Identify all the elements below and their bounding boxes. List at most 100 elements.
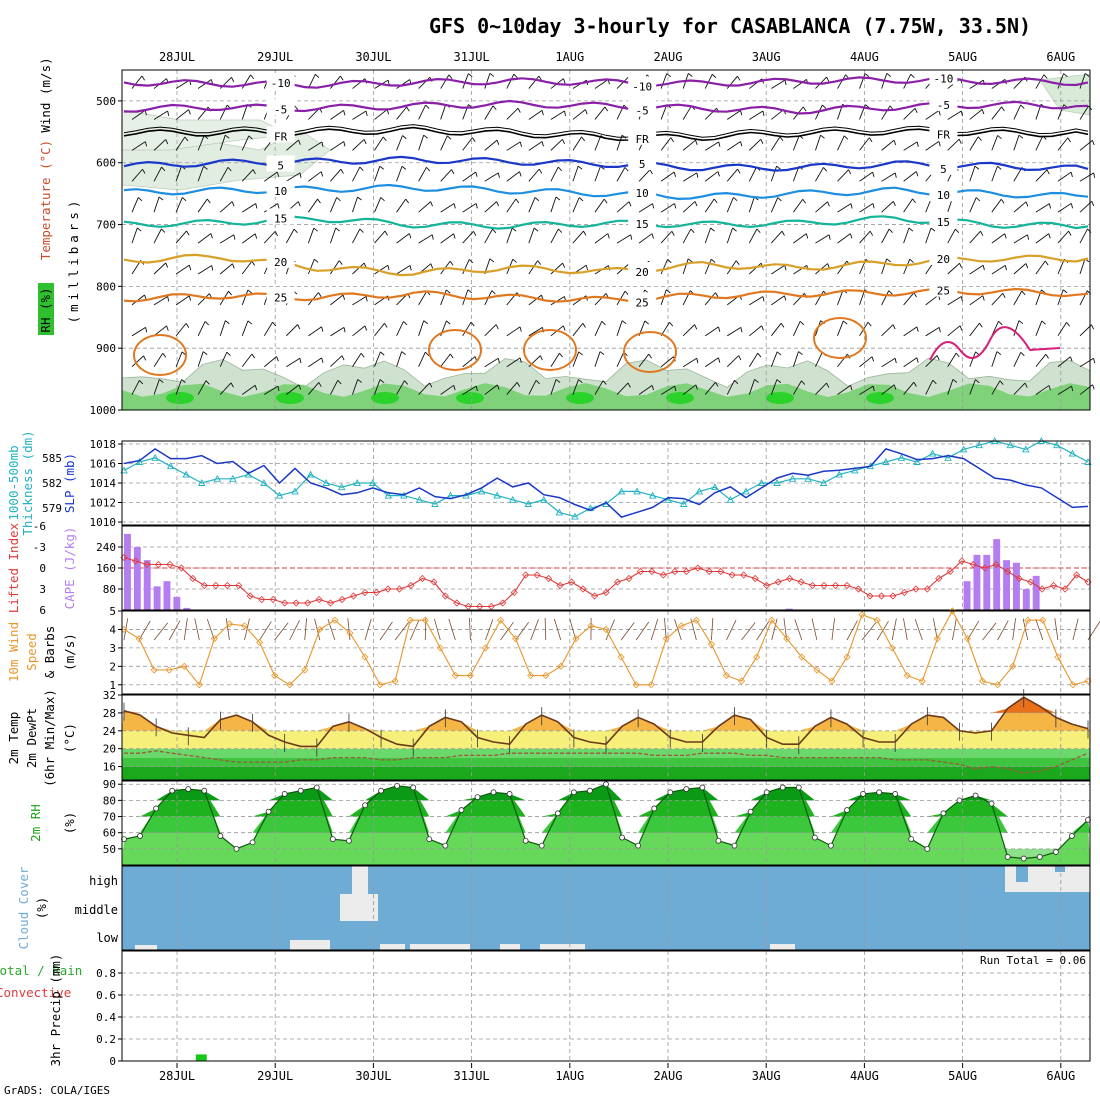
- wind-speed-marker: [376, 681, 384, 689]
- wind-barb-flag: [715, 292, 719, 298]
- wind-barb: [881, 172, 896, 182]
- lifted-index-marker: [854, 585, 863, 593]
- wind-barb: [440, 203, 455, 213]
- wind-barb-flag: [850, 385, 853, 391]
- wind-barb-flag: [1091, 201, 1095, 207]
- wind-barb: [484, 139, 498, 151]
- wind-barb: [131, 197, 139, 213]
- wind-barb: [903, 171, 917, 182]
- lifted-index-marker: [636, 567, 644, 576]
- wind-barb-flag: [406, 106, 410, 112]
- lifted-index-marker: [304, 599, 312, 607]
- lifted-index-marker: [969, 560, 977, 569]
- wind-barb: [881, 201, 894, 213]
- y-tick-label: 160: [96, 562, 116, 575]
- rh-marker: [956, 797, 963, 804]
- wind-barb-flag: [519, 326, 522, 332]
- lifted-index-marker: [131, 557, 140, 565]
- wind-barb-flag: [1071, 386, 1074, 392]
- isotherm-label: 20: [937, 253, 950, 266]
- wind-barb-flag: [713, 198, 718, 204]
- wind-barb-flag: [138, 197, 143, 202]
- thickness-marker: [213, 474, 222, 482]
- isotherm-label: 25: [274, 291, 287, 304]
- wind-barb: [506, 326, 521, 337]
- wind-barb-flag: [603, 198, 608, 204]
- wind-barb-flag: [740, 141, 743, 147]
- wind-speed-marker: [331, 616, 339, 624]
- footer-credit: GrADS: COLA/IGES: [4, 1084, 110, 1097]
- wind-barb-flag: [936, 355, 940, 361]
- lifted-index-marker: [361, 588, 369, 597]
- bottom-date-label: 4AUG: [850, 1069, 879, 1083]
- wind-barb: [726, 227, 734, 244]
- wind-barb: [792, 321, 801, 337]
- legend-temperature: Temperature (°C): [38, 140, 53, 260]
- wind-barb: [1057, 322, 1067, 337]
- wind-barb: [704, 198, 715, 213]
- wind-barb-flag: [321, 357, 324, 363]
- lifted-index-marker: [923, 585, 931, 593]
- rh-marker: [699, 784, 706, 791]
- wind-barb: [175, 166, 182, 182]
- wind-barb: [308, 357, 322, 368]
- wind-barb: [837, 320, 844, 336]
- wind-barb: [682, 228, 692, 244]
- cloud-clear-low: [770, 944, 795, 950]
- cloud-cover-field: [122, 866, 1090, 950]
- wind-speed-marker: [722, 671, 731, 680]
- thickness-marker: [244, 470, 253, 478]
- lifted-index-marker: [809, 581, 817, 590]
- bottom-date-label: 1AUG: [555, 1069, 584, 1083]
- y-tick-label: 2: [109, 660, 116, 673]
- wind-speed-marker: [587, 622, 595, 630]
- wind-barb-flag: [403, 321, 408, 326]
- wind-barb: [131, 109, 146, 120]
- y-tick-label: 24: [103, 725, 117, 738]
- wind-barb: [528, 294, 542, 306]
- surface-wind-barb: [433, 618, 441, 641]
- wind-barb: [330, 141, 345, 151]
- surface-wind-barb: [846, 620, 858, 641]
- y-tick-label: 4: [109, 623, 116, 636]
- wind-barb-flag: [335, 227, 340, 232]
- isotherm-label-bg: [628, 154, 657, 171]
- lifted-index-marker: [763, 581, 771, 590]
- wind-barb-flag: [1048, 385, 1051, 391]
- isotherm-label: -10: [632, 80, 652, 93]
- wind-barb: [704, 107, 717, 120]
- lifted-index-marker: [533, 571, 541, 579]
- wind-barb: [352, 262, 365, 275]
- wind-barb-flag: [254, 233, 258, 239]
- wind-barb: [815, 290, 824, 306]
- isotherm-label-bg: [628, 261, 657, 278]
- wind-barb: [771, 295, 785, 306]
- thickness-marker: [788, 474, 797, 482]
- wind-barb-flag: [159, 379, 164, 383]
- rh-marker: [201, 787, 208, 794]
- wind-barb-flag: [1048, 233, 1051, 239]
- lifted-index-marker: [143, 560, 151, 569]
- wind-barb: [219, 320, 226, 336]
- wind-barb: [594, 321, 603, 337]
- surface-wind-barb: [674, 618, 682, 641]
- wind-barb-flag: [1044, 260, 1049, 266]
- wind10m-panel: 1 2 3 4 5 10m Wind Speed & Barbs (m/s): [6, 605, 1100, 695]
- wind-barb: [462, 137, 473, 151]
- wind-barb-flag: [801, 380, 806, 385]
- rh-legend-swatch: [38, 283, 54, 335]
- rh-saturated-patch: [276, 392, 304, 404]
- isotherm-label: 25: [937, 285, 950, 298]
- wind-barb-flag: [888, 228, 893, 233]
- wind-barb: [572, 322, 584, 337]
- wind-barb-flag: [848, 169, 852, 175]
- wind-barb-flag: [497, 172, 500, 178]
- wind-barb: [837, 353, 848, 368]
- lifted-index-marker: [556, 581, 564, 590]
- wind-barb: [219, 135, 226, 151]
- wind-barb: [903, 74, 912, 89]
- wind-barb: [594, 198, 605, 213]
- wind-barb-flag: [343, 110, 346, 116]
- wind-barb-flag: [602, 380, 607, 385]
- rh-marker: [876, 789, 883, 796]
